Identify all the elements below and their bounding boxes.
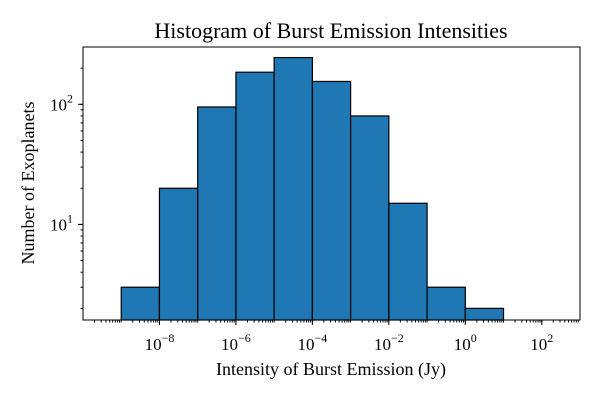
y-tick-label: 102 [50, 91, 73, 114]
x-tick-label: 100 [454, 331, 477, 354]
x-tick-label: 10−2 [374, 331, 404, 354]
y-axis-ticks: 101 102 [50, 67, 83, 309]
histogram-bar [464, 307, 505, 321]
x-axis-label: Intensity of Burst Emission (Jy) [216, 359, 446, 380]
x-tick-label: 10−4 [297, 331, 327, 354]
x-tick-label: 102 [530, 331, 553, 354]
histogram-bar [158, 187, 199, 321]
y-tick-label: 101 [50, 211, 73, 234]
histogram-bar [273, 56, 313, 321]
bars-group [120, 56, 505, 321]
chart-title: Histogram of Burst Emission Intensities [154, 18, 507, 43]
y-axis-label: Number of Exoplanets [18, 102, 38, 265]
histogram-bar [426, 286, 466, 321]
plot-frame [82, 46, 581, 321]
x-tick-label: 10−8 [145, 331, 175, 354]
histogram-bar [197, 106, 237, 321]
histogram-bar [235, 71, 275, 321]
histogram-bar [311, 80, 352, 321]
x-axis-ticks: 10−8 10−6 10−4 10−2 100 102 [94, 320, 579, 354]
x-tick-label: 10−6 [221, 331, 251, 354]
histogram-bar [120, 286, 161, 321]
histogram-bar [388, 202, 428, 321]
histogram-bar [350, 115, 390, 321]
